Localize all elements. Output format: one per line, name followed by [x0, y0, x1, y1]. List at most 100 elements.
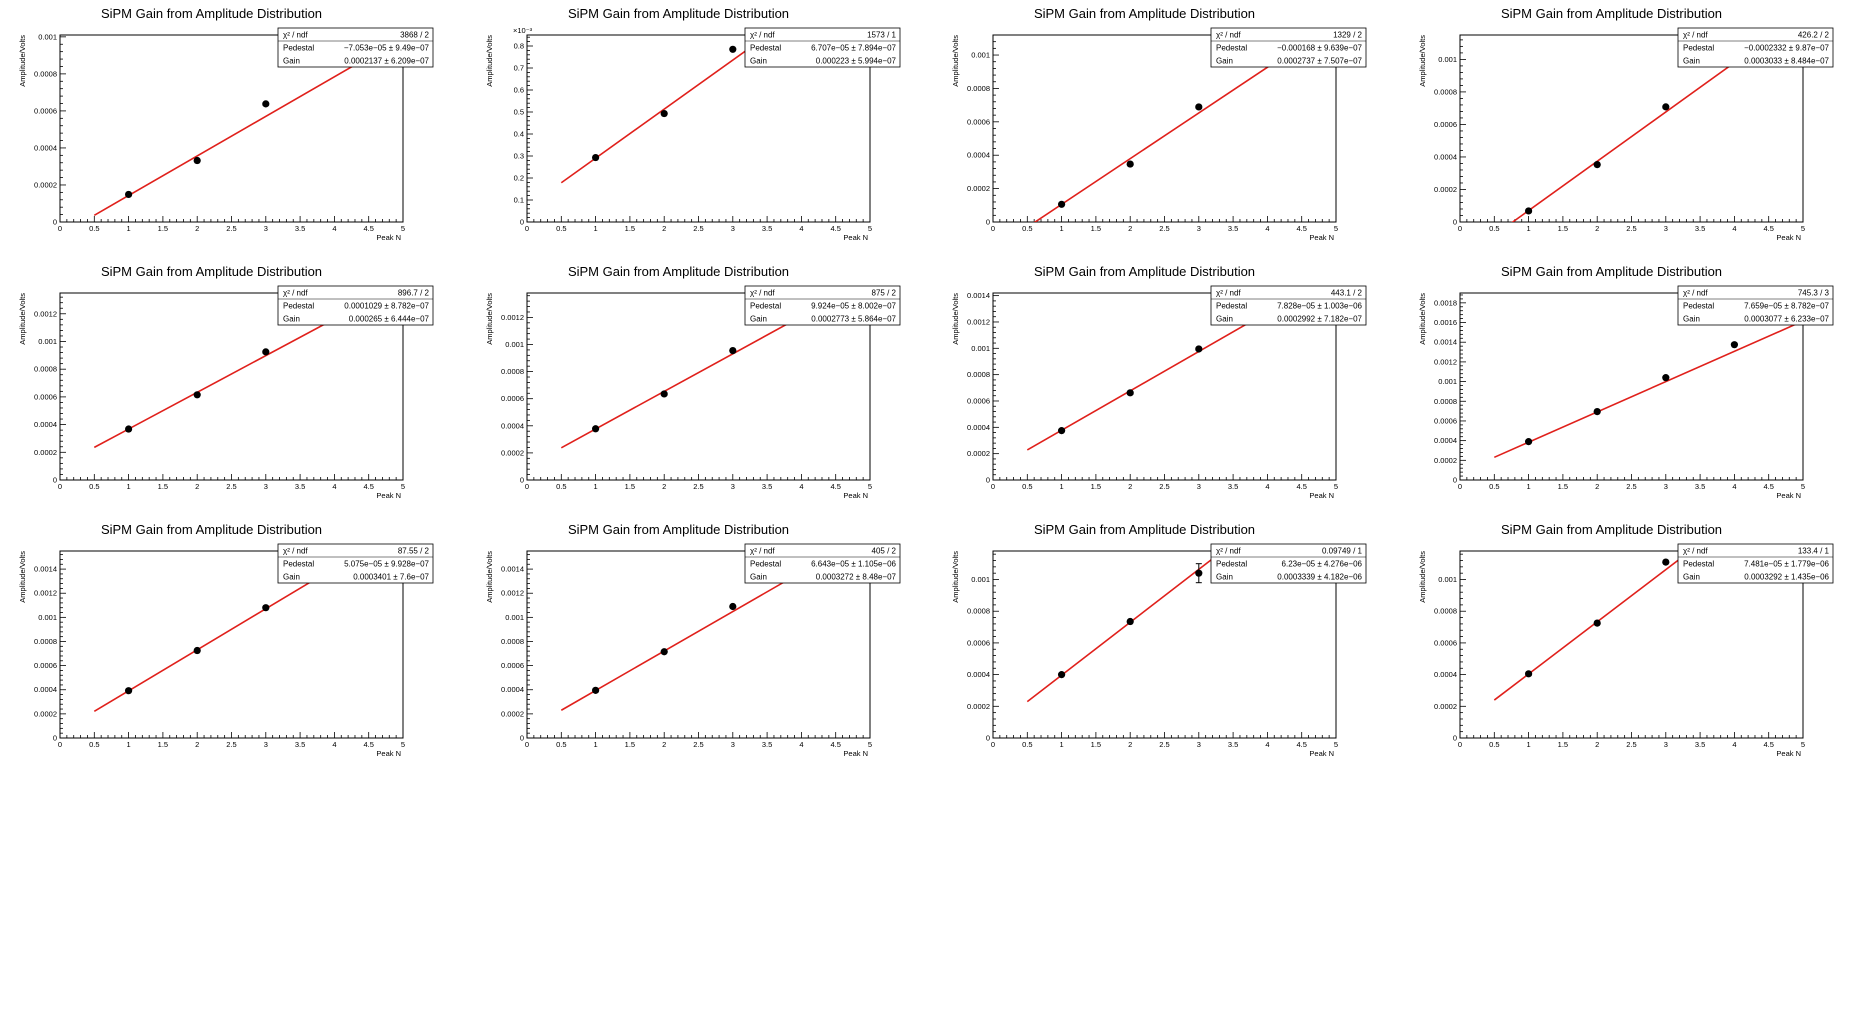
- stats-pedestal-value: −0.0002332 ± 9.87e−07: [1744, 44, 1829, 53]
- y-tick-label: 0.0006: [967, 638, 990, 647]
- y-axis-label: Amplitude/Volts: [1418, 293, 1427, 345]
- x-tick-label: 3.5: [1228, 740, 1238, 749]
- y-tick-label: 0.0014: [34, 565, 57, 574]
- stats-chi2-value: 896.7 / 2: [398, 289, 430, 298]
- stats-gain-value: 0.0003272 ± 8.48e−07: [816, 573, 897, 582]
- y-tick-label: 0.0012: [34, 309, 57, 318]
- x-tick-label: 2.5: [1626, 224, 1636, 233]
- x-tick-label: 3.5: [295, 224, 305, 233]
- stats-gain-value: 0.0002992 ± 7.182e−07: [1277, 315, 1362, 324]
- y-axis-label: Amplitude/Volts: [485, 35, 494, 87]
- x-tick-label: 0: [525, 740, 529, 749]
- stats-pedestal-value: 6.707e−05 ± 7.894e−07: [811, 44, 896, 53]
- x-tick-label: 2.5: [1626, 740, 1636, 749]
- y-tick-label: 0.0006: [1434, 416, 1457, 425]
- x-tick-label: 5: [868, 740, 872, 749]
- x-tick-label: 1.5: [625, 224, 635, 233]
- x-tick-label: 4: [1732, 740, 1736, 749]
- y-tick-label: 0: [986, 476, 990, 485]
- x-tick-label: 2.5: [226, 224, 236, 233]
- x-tick-label: 3.5: [762, 740, 772, 749]
- chart-title: SiPM Gain from Amplitude Distribution: [1501, 522, 1722, 537]
- y-tick-label: 0.001: [38, 337, 57, 346]
- y-tick-label: 0.0012: [501, 589, 524, 598]
- stats-gain-value: 0.0003401 ± 7.6e−07: [353, 573, 429, 582]
- y-tick-label: 0: [53, 734, 57, 743]
- x-tick-label: 0: [991, 740, 995, 749]
- y-tick-label: 0.0012: [501, 313, 524, 322]
- stats-chi2-label: χ² / ndf: [283, 547, 308, 556]
- x-tick-label: 3: [1664, 482, 1668, 491]
- x-tick-label: 4: [332, 740, 336, 749]
- y-tick-label: 0.0002: [501, 709, 524, 718]
- x-tick-label: 1: [1060, 482, 1064, 491]
- data-point: [729, 346, 737, 355]
- x-tick-label: 0.5: [1022, 224, 1032, 233]
- data-point: [262, 348, 270, 356]
- x-tick-label: 1: [1527, 224, 1531, 233]
- chart-title: SiPM Gain from Amplitude Distribution: [101, 264, 322, 279]
- y-tick-label: 0.0002: [967, 184, 990, 193]
- fit-line: [1026, 551, 1224, 703]
- x-axis-label: Peak N: [376, 491, 401, 500]
- chart-panel-5: SiPM Gain from Amplitude Distribution 0 0.…: [18, 264, 434, 500]
- data-point: [1662, 558, 1670, 566]
- y-tick-label: 0: [1453, 476, 1457, 485]
- y-axis-label: Amplitude/Volts: [951, 35, 960, 87]
- data-point: [262, 604, 270, 612]
- x-tick-label: 5: [868, 224, 872, 233]
- x-tick-label: 0.5: [1022, 740, 1032, 749]
- x-tick-label: 0: [525, 224, 529, 233]
- y-tick-label: 0.0008: [501, 367, 524, 376]
- x-tick-label: 5: [1334, 482, 1338, 491]
- y-tick-label: 0.0004: [501, 421, 524, 430]
- chart-panel-10: SiPM Gain from Amplitude Distribution 0 0.…: [485, 522, 901, 758]
- x-tick-label: 4.5: [830, 224, 840, 233]
- x-tick-label: 1: [127, 482, 131, 491]
- stats-box: [744, 543, 901, 584]
- x-tick-label: 1: [127, 224, 131, 233]
- stats-chi2-label: χ² / ndf: [283, 289, 308, 298]
- x-tick-label: 1: [594, 482, 598, 491]
- y-tick-label: 0.0004: [1434, 670, 1457, 679]
- stats-box: [1677, 285, 1834, 326]
- y-tick-label: 0.0006: [34, 392, 57, 401]
- stats-gain-value: 0.0002773 ± 5.864e−07: [811, 315, 896, 324]
- x-tick-label: 1: [594, 740, 598, 749]
- x-tick-label: 3: [1197, 224, 1201, 233]
- y-tick-label: 0.001: [38, 613, 57, 622]
- x-tick-label: 4.5: [1763, 740, 1773, 749]
- x-tick-label: 2: [195, 482, 199, 491]
- stats-pedestal-label: Pedestal: [750, 44, 781, 53]
- x-tick-label: 4.5: [363, 482, 373, 491]
- data-point: [660, 648, 668, 656]
- data-point: [1525, 207, 1533, 215]
- x-tick-label: 1.5: [625, 740, 635, 749]
- x-tick-label: 4.5: [1296, 740, 1306, 749]
- x-tick-label: 3: [264, 482, 268, 491]
- chart-panel-4: SiPM Gain from Amplitude Distribution 0 0.…: [1418, 6, 1834, 242]
- x-tick-label: 4: [799, 224, 803, 233]
- y-tick-label: 0.5: [514, 108, 524, 117]
- x-tick-label: 0: [525, 482, 529, 491]
- y-tick-label: 0.0002: [34, 709, 57, 718]
- x-tick-label: 0.5: [556, 482, 566, 491]
- stats-box: [277, 543, 434, 584]
- chart-panel-6: SiPM Gain from Amplitude Distribution 0 0.…: [485, 264, 901, 500]
- y-tick-label: 0.001: [971, 51, 990, 60]
- y-axis-label: Amplitude/Volts: [18, 293, 27, 345]
- stats-chi2-value: 426.2 / 2: [1798, 31, 1830, 40]
- y-tick-label: 0.0002: [1434, 456, 1457, 465]
- data-point: [125, 190, 133, 199]
- x-tick-label: 4: [799, 740, 803, 749]
- y-tick-label: 0.0002: [967, 702, 990, 711]
- x-tick-label: 3.5: [762, 482, 772, 491]
- x-tick-label: 0: [1458, 224, 1462, 233]
- y-tick-label: 0.0008: [1434, 607, 1457, 616]
- stats-gain-value: 0.000265 ± 6.444e−07: [349, 315, 430, 324]
- stats-chi2-value: 133.4 / 1: [1798, 547, 1830, 556]
- x-axis-label: Peak N: [1309, 491, 1334, 500]
- x-tick-label: 3: [1197, 740, 1201, 749]
- data-point: [1058, 671, 1066, 679]
- x-tick-label: 4.5: [363, 224, 373, 233]
